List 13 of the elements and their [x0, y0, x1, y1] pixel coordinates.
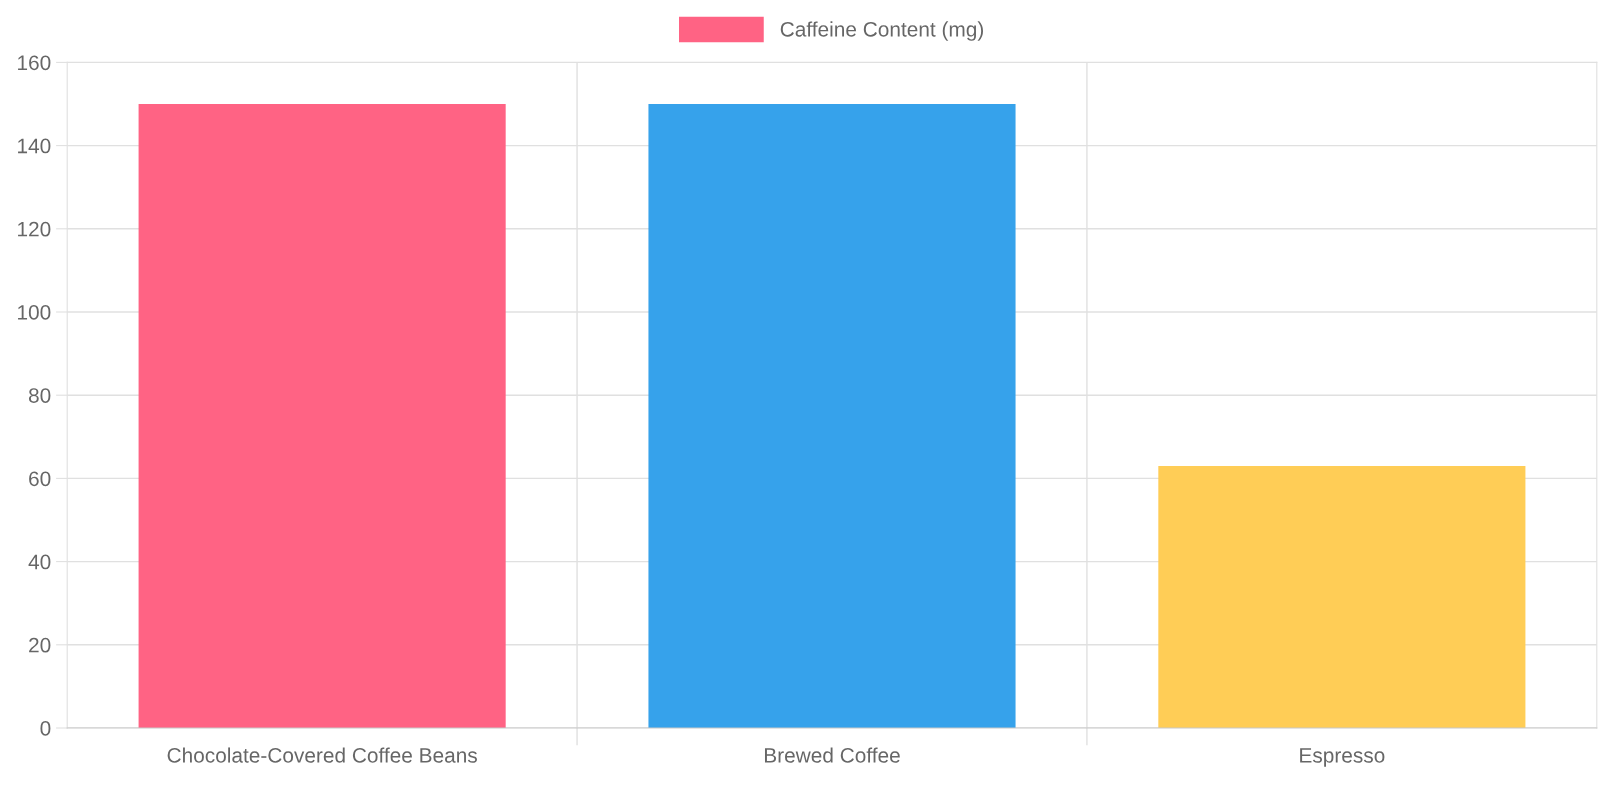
- x-tick-label: Brewed Coffee: [764, 747, 900, 763]
- y-tick-label: 40: [28, 554, 51, 570]
- y-tick-label: 120: [18, 221, 51, 237]
- x-tick-label: Espresso: [1300, 748, 1385, 767]
- y-tick-label: 160: [18, 55, 51, 71]
- y-tick-label: 100: [18, 305, 51, 320]
- legend-label: Caffeine Content (mg): [780, 21, 984, 41]
- y-tick-label: 60: [29, 471, 51, 487]
- y-tick-label: 20: [29, 637, 51, 653]
- x-tick-label: Chocolate-Covered Coffee Beans: [167, 747, 477, 763]
- y-tick-label: 0: [40, 721, 51, 736]
- y-tick-label: 80: [28, 388, 51, 403]
- y-tick-label: 140: [18, 138, 51, 154]
